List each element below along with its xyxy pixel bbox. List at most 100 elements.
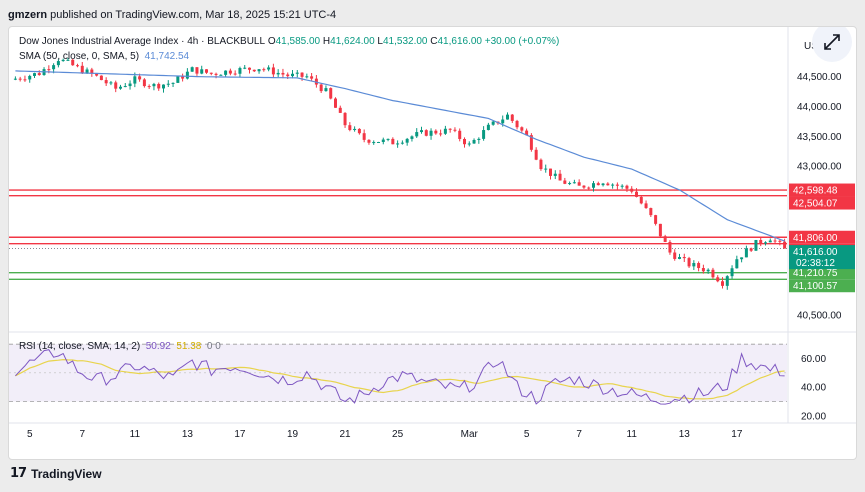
candle-body — [740, 257, 744, 260]
sma-label[interactable]: SMA (50, close, 0, SMA, 5) — [19, 51, 140, 62]
price-chart[interactable]: 40,500.0041,000.0043,000.0043,500.0044,0… — [9, 27, 857, 460]
candle-body — [166, 83, 170, 85]
symbol-title[interactable]: Dow Jones Industrial Average Index · 4h … — [19, 36, 266, 47]
candle-body — [510, 114, 514, 121]
candle-body — [725, 276, 729, 286]
candle-body — [453, 129, 457, 131]
candle-body — [377, 141, 380, 143]
candle-body — [649, 208, 653, 216]
candle-body — [228, 70, 232, 74]
candle-body — [33, 73, 36, 76]
candle-body — [682, 257, 686, 259]
candle-body — [592, 183, 595, 188]
candle-body — [443, 128, 447, 134]
candle-body — [658, 223, 662, 237]
candle-body — [615, 184, 619, 186]
candle-body — [596, 183, 600, 186]
candle-body — [563, 180, 567, 184]
candle-body — [357, 128, 361, 134]
candle-body — [334, 98, 337, 108]
candle-body — [324, 88, 328, 92]
candle-body — [678, 257, 681, 259]
candle-body — [162, 84, 165, 89]
candle-body — [549, 168, 552, 176]
candle-body — [759, 240, 763, 244]
candle-body — [472, 139, 476, 144]
candle-body — [329, 88, 333, 99]
candles-group — [13, 57, 787, 290]
candle-body — [529, 135, 533, 150]
candle-body — [620, 185, 624, 187]
candle-body — [238, 68, 242, 74]
expand-arrows-icon — [824, 34, 840, 50]
candle-body — [687, 258, 691, 267]
candle-body — [730, 268, 734, 277]
candle-body — [749, 248, 753, 251]
publisher-name[interactable]: gmzern — [8, 9, 48, 21]
candle-body — [582, 185, 586, 188]
time-tick-label: Mar — [461, 429, 479, 440]
rsi-value: 50.92 — [145, 341, 171, 352]
currency-label[interactable]: US — [804, 41, 818, 52]
level-price-tag — [789, 279, 855, 293]
candle-body — [386, 138, 390, 140]
candle-body — [114, 82, 118, 89]
published-text: published on TradingView.com, Mar 18, 20… — [47, 9, 337, 21]
level-price-tag — [789, 196, 855, 210]
candle-body — [66, 59, 70, 61]
candle-body — [773, 240, 777, 242]
level-price-tag — [789, 183, 855, 197]
candle-body — [28, 75, 32, 80]
candle-body — [381, 139, 385, 142]
time-tick-label: 25 — [392, 429, 404, 440]
candle-body — [611, 184, 615, 186]
candle-body — [37, 73, 41, 76]
level-price-tag — [789, 266, 855, 280]
candle-body — [52, 65, 56, 70]
rsi-label[interactable]: RSI (14, close, SMA, 14, 2) — [19, 341, 141, 352]
candle-body — [205, 69, 208, 73]
candle-body — [735, 259, 739, 269]
candle-body — [47, 69, 51, 71]
candle-body — [291, 73, 294, 77]
candle-body — [209, 72, 213, 74]
candle-body — [348, 125, 352, 131]
brand-name: TradingView — [31, 466, 102, 481]
candle-body — [95, 73, 99, 76]
published-info: gmzern published on TradingView.com, Mar… — [8, 9, 336, 21]
candle-body — [171, 82, 175, 84]
candle-body — [486, 124, 490, 131]
candle-body — [458, 130, 462, 139]
candle-body — [281, 72, 285, 75]
time-tick-label: 21 — [339, 429, 351, 440]
candle-body — [577, 182, 581, 186]
rsi-ma-value: 51.38 — [176, 341, 202, 352]
candle-body — [85, 69, 89, 74]
rsi-tick-label: 20.00 — [801, 411, 826, 422]
candle-body — [71, 59, 75, 66]
candle-body — [520, 127, 524, 131]
rsi-tick-label: 40.00 — [801, 383, 826, 394]
candle-body — [23, 79, 27, 81]
candle-body — [587, 187, 591, 189]
candle-body — [257, 69, 261, 72]
sma-line — [15, 70, 785, 242]
candle-body — [783, 241, 787, 249]
ohlc-item-c: C41,616.00 — [430, 36, 482, 47]
candle-body — [200, 69, 204, 74]
candle-body — [181, 76, 185, 79]
time-tick-label: 13 — [679, 429, 691, 440]
candle-body — [104, 80, 108, 84]
candle-body — [625, 185, 629, 189]
candle-body — [305, 76, 309, 78]
footer-brand[interactable]: 17 TradingView — [10, 466, 102, 481]
candle-body — [654, 215, 658, 224]
candle-body — [152, 83, 156, 87]
candle-body — [195, 67, 199, 74]
candle-body — [276, 72, 280, 75]
level-price-label: 41,100.57 — [793, 281, 838, 292]
expand-button[interactable] — [812, 27, 852, 62]
ohlc-item-o: O41,585.00 — [267, 36, 321, 47]
candle-body — [80, 65, 84, 74]
candle-body — [343, 112, 347, 126]
